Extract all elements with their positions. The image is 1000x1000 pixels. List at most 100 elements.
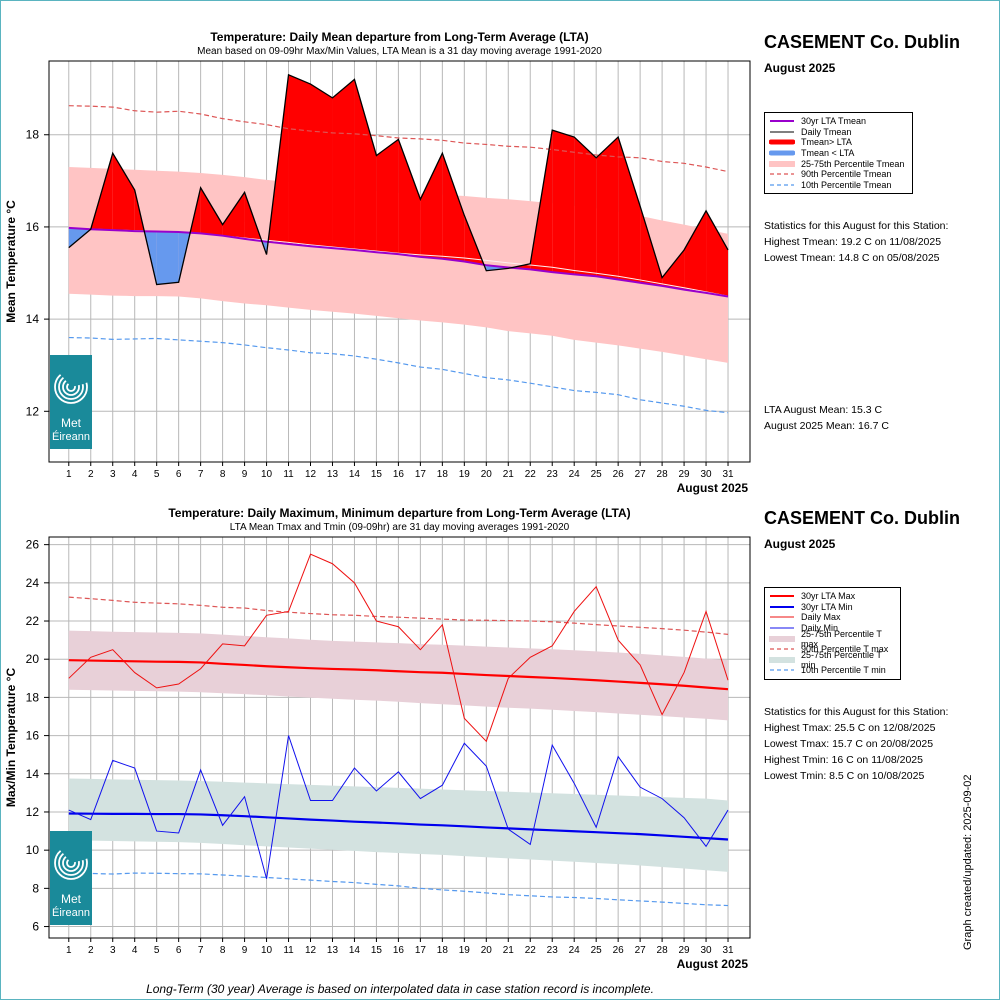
statistic-line: Highest Tmean: 19.2 C on 11/08/2025 <box>764 236 942 248</box>
legend-entry: 30yr LTA Max <box>769 591 894 602</box>
x-tick-label: 13 <box>327 945 339 956</box>
x-tick-label: 20 <box>481 469 493 480</box>
lta-mean-line: LTA August Mean: 15.3 C <box>764 404 883 416</box>
legend-swatch-graphic <box>770 605 794 608</box>
daily-min-line <box>68 735 729 879</box>
chart-title: Temperature: Daily Maximum, Minimum depa… <box>168 506 630 520</box>
legend-entry: 10th Percentile Tmean <box>769 180 906 191</box>
x-axis-label: August 2025 <box>677 481 749 495</box>
p90-line <box>68 105 729 173</box>
plot-border <box>48 536 751 939</box>
legend-swatch-graphic <box>767 635 797 642</box>
x-tick-label: 11 <box>283 469 294 480</box>
legend-label: 90th Percentile T max <box>801 644 889 655</box>
x-tick-label: 13 <box>327 469 339 480</box>
legend-label: Daily Min <box>801 623 839 634</box>
legend-swatch <box>769 602 795 612</box>
month-label: August 2025 <box>764 537 836 551</box>
legend-swatch-graphic <box>770 131 794 133</box>
above-lta-fill <box>596 137 619 280</box>
daily-mean-line <box>68 73 729 286</box>
legend-label: Daily Tmean <box>801 126 852 137</box>
legend-entry: 25-75th Percentile Tmean <box>767 158 906 169</box>
statistic-line: Highest Tmin: 16 C on 11/08/2025 <box>764 754 923 766</box>
x-tick-label: 1 <box>66 945 72 956</box>
y-tick-label: 14 <box>26 767 40 781</box>
x-tick-label: 4 <box>132 469 138 480</box>
y-tick-label: 10 <box>26 843 40 857</box>
met-eireann-logo: Met Éireann <box>50 831 92 925</box>
statistics-heading: Statistics for this August for this Stat… <box>764 706 949 718</box>
plot-border <box>48 60 751 463</box>
above-lta-fill <box>574 137 597 277</box>
means-block: LTA August Mean: 15.3 C August 2025 Mean… <box>764 402 889 434</box>
y-tick-label: 18 <box>26 128 40 142</box>
chart-title: Temperature: Daily Mean departure from L… <box>210 30 588 44</box>
legend-swatch-graphic <box>770 627 794 629</box>
x-tick-label: 26 <box>613 469 625 480</box>
legend: 30yr LTA Tmean Daily Tmean Tmean> LTA Tmean… <box>764 112 913 195</box>
legend-swatch-graphic <box>770 616 794 618</box>
legend-swatch-graphic <box>770 173 794 175</box>
station-title: CASEMENT Co. Dublin <box>764 32 960 52</box>
x-tick-label: 30 <box>700 945 712 956</box>
y-tick-label: 26 <box>26 538 40 552</box>
x-tick-label: 16 <box>393 945 405 956</box>
legend: 30yr LTA Max 30yr LTA Min Daily Max Daily M… <box>764 587 901 680</box>
legend-swatch-graphic <box>770 648 794 650</box>
x-tick-label: 31 <box>722 945 734 956</box>
above-lta-fill <box>310 84 333 249</box>
x-tick-label: 1 <box>66 469 72 480</box>
legend-entry: Tmean < LTA <box>768 148 906 159</box>
statistics-block: Statistics for this August for this Stat… <box>764 704 948 784</box>
legend-swatch-graphic <box>770 120 794 123</box>
x-tick-label: 12 <box>305 469 317 480</box>
legend-entry: 25-75th Percentile T min <box>767 650 894 670</box>
above-lta-fill <box>354 79 377 253</box>
x-tick-label: 24 <box>569 945 581 956</box>
x-tick-label: 25 <box>591 469 603 480</box>
y-tick-label: 6 <box>32 920 39 934</box>
legend-label: 25-75th Percentile T min <box>801 649 882 670</box>
above-lta-fill <box>442 153 465 262</box>
y-tick-label: 12 <box>26 404 40 418</box>
y-tick-label: 14 <box>26 312 40 326</box>
above-lta-fill <box>684 210 707 293</box>
above-lta-fill <box>398 139 421 257</box>
x-tick-label: 2 <box>88 945 94 956</box>
x-tick-label: 10 <box>261 945 273 956</box>
logo-text: Met <box>61 892 82 906</box>
legend-swatch <box>769 116 795 126</box>
above-lta-fill <box>420 153 443 259</box>
legend-label: 30yr LTA Min <box>801 601 853 612</box>
x-tick-label: 11 <box>283 945 294 956</box>
x-tick-label: 29 <box>679 945 691 956</box>
x-tick-label: 8 <box>220 945 226 956</box>
statistic-line: Highest Tmax: 25.5 C on 12/08/2025 <box>764 722 936 734</box>
x-tick-label: 22 <box>525 945 537 956</box>
above-lta-fill <box>332 79 355 250</box>
swirl-ring <box>62 854 80 872</box>
y-tick-label: 12 <box>26 805 40 819</box>
x-tick-label: 27 <box>635 469 647 480</box>
p10-tmin-line <box>68 872 729 907</box>
x-tick-label: 26 <box>613 945 625 956</box>
legend-entry: 10th Percentile T min <box>769 665 894 676</box>
legend-label: 10th Percentile Tmean <box>801 179 892 190</box>
x-tick-label: 31 <box>722 469 734 480</box>
legend-entry: 25-75th Percentile T max <box>767 629 894 649</box>
x-tick-label: 30 <box>700 469 712 480</box>
x-tick-label: 17 <box>415 945 427 956</box>
legend-swatch <box>767 634 797 644</box>
logo-text: Met <box>61 416 82 430</box>
y-tick-label: 8 <box>32 881 39 895</box>
x-tick-label: 15 <box>371 945 383 956</box>
legend-swatch-graphic <box>770 184 794 186</box>
legend-label: 25-75th Percentile T max <box>801 628 882 649</box>
y-tick-label: 18 <box>26 690 40 704</box>
legend-swatch-graphic <box>770 595 794 598</box>
x-tick-label: 4 <box>132 945 138 956</box>
above-lta-fill <box>662 249 685 290</box>
chart-subtitle: LTA Mean Tmax and Tmin (09-09hr) are 31 … <box>230 522 570 533</box>
